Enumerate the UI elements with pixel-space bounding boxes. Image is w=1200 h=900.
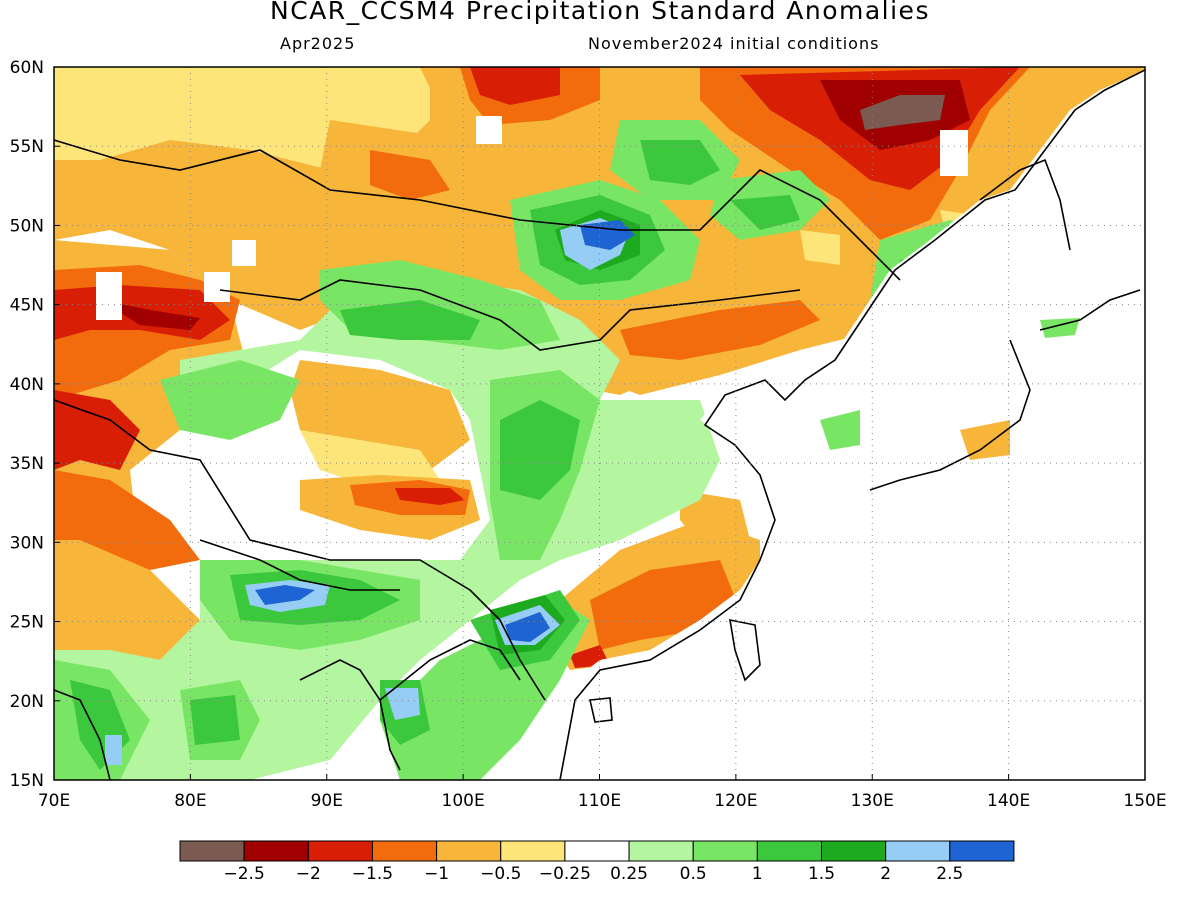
colorbar-swatch xyxy=(756,840,822,862)
colorbar xyxy=(179,840,1015,862)
boundary-line xyxy=(199,539,400,591)
boundary-line xyxy=(729,618,761,682)
boundary-line xyxy=(299,659,401,771)
colorbar-swatch xyxy=(243,840,309,862)
colorbar-label: 0.5 xyxy=(679,864,707,884)
masked-cell xyxy=(204,272,230,302)
lon-tick-labels: 70E 80E 90E 100E 110E 120E 130E 140E 150E xyxy=(38,774,1167,811)
colorbar-label: 0.25 xyxy=(610,864,648,884)
colorbar-label: 2.5 xyxy=(936,864,964,884)
anomaly-region-m2 xyxy=(470,67,560,105)
anomaly-region-m2 xyxy=(395,488,465,505)
colorbar-swatch xyxy=(500,840,566,862)
boundary-line xyxy=(979,158,1071,251)
colorbar-label: −1 xyxy=(424,864,450,884)
lat-tick-label: 60N xyxy=(10,58,44,78)
boundary-line xyxy=(869,339,1031,491)
gridlines xyxy=(54,67,1145,780)
colorbar-swatch xyxy=(821,840,887,862)
colorbar-label: −0.25 xyxy=(538,864,591,884)
colorbar-swatch xyxy=(949,840,1015,862)
anomaly-region-m15 xyxy=(54,470,200,570)
japan-dry-patch xyxy=(960,420,1010,460)
lat-tick-label: 50N xyxy=(10,216,44,236)
anomaly-region-p1 xyxy=(640,140,720,185)
anomaly-region-m05 xyxy=(800,230,840,265)
anomaly-region-p2 xyxy=(105,735,122,765)
colorbar-label: −2 xyxy=(295,864,321,884)
lon-tick-label: 120E xyxy=(714,791,757,811)
korea-wet-patch xyxy=(820,410,860,450)
anomaly-region-m2 xyxy=(54,390,140,470)
lon-tick-label: 140E xyxy=(987,791,1030,811)
masked-cell xyxy=(476,116,502,144)
colorbar-swatch xyxy=(628,840,694,862)
coastlines-borders xyxy=(54,69,1145,780)
anomaly-region-p1 xyxy=(500,400,580,500)
colorbar-label: −0.5 xyxy=(480,864,522,884)
boundary-line xyxy=(559,69,1145,780)
lat-tick-label: 40N xyxy=(10,375,44,395)
lon-tick-label: 130E xyxy=(851,791,894,811)
lat-tick-label: 55N xyxy=(10,137,44,157)
lon-tick-label: 70E xyxy=(38,791,70,811)
lat-tick-label: 30N xyxy=(10,533,44,553)
anomaly-region-p25 xyxy=(505,612,550,642)
lat-tick-label: 20N xyxy=(10,692,44,712)
lat-tick-label: 35N xyxy=(10,454,44,474)
colorbar-swatch xyxy=(371,840,438,862)
colorbar-swatch xyxy=(179,840,245,862)
colorbar-label: 2 xyxy=(880,864,892,884)
colorbar-swatch xyxy=(692,840,758,862)
lat-tick-labels: 15N 20N 25N 30N 35N 40N 45N 50N 55N 60N xyxy=(10,58,60,791)
colorbar-label: −2.5 xyxy=(223,864,265,884)
colorbar-swatch xyxy=(436,840,502,862)
anomaly-region-m3 xyxy=(860,95,945,130)
lon-tick-label: 110E xyxy=(578,791,621,811)
masked-cell xyxy=(96,272,122,320)
anomaly-region-m1 xyxy=(680,490,750,545)
anomaly-region-p2 xyxy=(385,688,420,720)
colorbar-swatch xyxy=(564,840,630,862)
lat-tick-label: 25N xyxy=(10,613,44,633)
lat-tick-label: 45N xyxy=(10,296,44,316)
valid-month-label: Apr2025 xyxy=(280,34,356,53)
boundary-line xyxy=(54,689,111,780)
lon-tick-label: 90E xyxy=(311,791,343,811)
anomaly-region-m15 xyxy=(370,150,450,200)
anomaly-region-p1 xyxy=(340,300,480,340)
colorbar-label: 1.5 xyxy=(807,864,836,884)
colorbar-label: 1 xyxy=(751,864,763,884)
lon-tick-label: 150E xyxy=(1123,791,1166,811)
boundary-line xyxy=(54,139,901,281)
colorbar-swatch xyxy=(307,840,373,862)
colorbar-swatch xyxy=(885,840,951,862)
colorbar-label: −1.5 xyxy=(351,864,394,884)
masked-cell xyxy=(940,130,968,176)
lon-tick-label: 100E xyxy=(442,791,485,811)
anomaly-region-p1 xyxy=(190,695,240,745)
anomaly-region-m05 xyxy=(300,430,440,490)
masked-cell xyxy=(232,240,256,266)
map-title: NCAR_CCSM4 Precipitation Standard Anomal… xyxy=(270,0,930,25)
anomaly-region-p1 xyxy=(730,195,800,230)
boundary-line xyxy=(219,279,801,351)
anomaly-region-m25 xyxy=(100,300,200,330)
boundary-line xyxy=(589,697,613,723)
anomaly-region-m15 xyxy=(620,300,820,360)
anomaly-region-p05 xyxy=(160,360,300,440)
lat-tick-label: 15N xyxy=(10,771,44,791)
anomaly-region-p25 xyxy=(255,585,315,605)
lon-tick-label: 80E xyxy=(174,791,206,811)
boundary-line xyxy=(54,399,546,701)
initial-conditions-label: November2024 initial conditions xyxy=(588,34,880,53)
boundary-line xyxy=(379,639,521,701)
boundary-line xyxy=(1039,289,1141,331)
